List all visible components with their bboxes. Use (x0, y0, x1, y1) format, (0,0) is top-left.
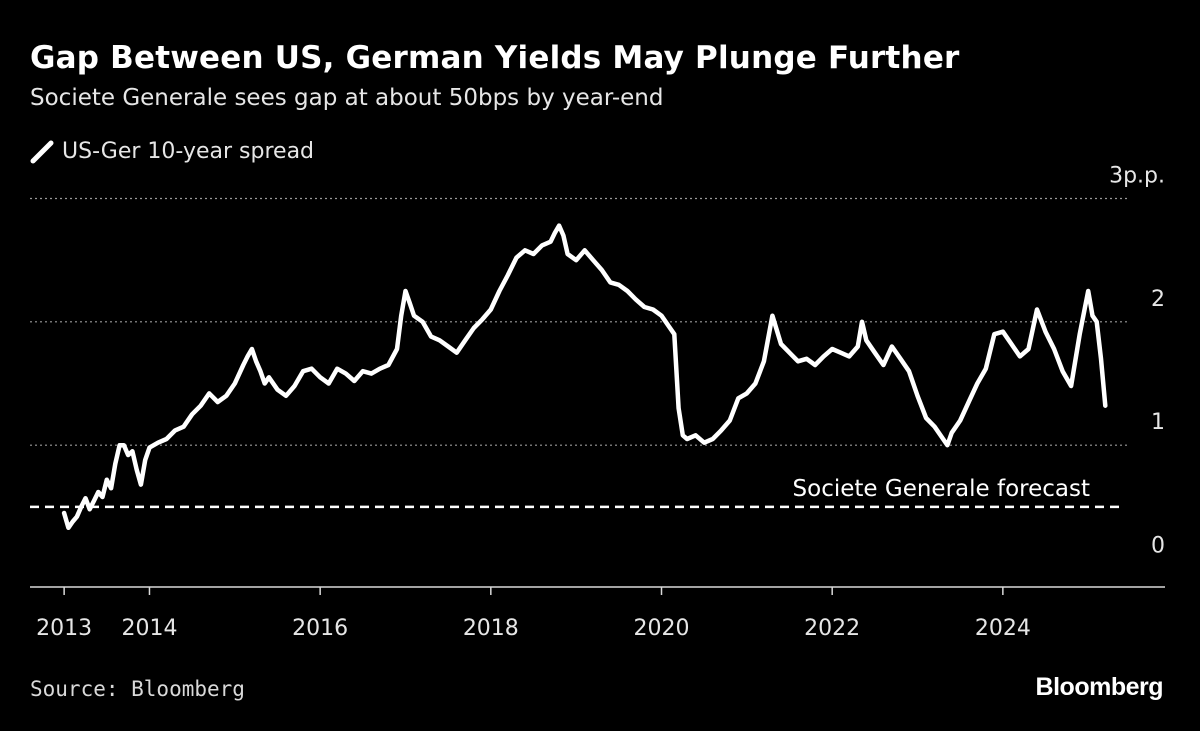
source-note: Source: Bloomberg (30, 677, 245, 701)
y-tick-label: 0 (1151, 534, 1165, 559)
x-tick-label: 2016 (292, 616, 348, 641)
x-tick-label: 2013 (36, 616, 92, 641)
x-tick-label: 2024 (975, 616, 1031, 641)
x-tick-label: 2018 (463, 616, 519, 641)
legend-label: US-Ger 10-year spread (62, 139, 315, 164)
chart-subtitle: Societe Generale sees gap at about 50bps… (30, 85, 664, 111)
x-tick-label: 2022 (804, 616, 860, 641)
y-tick-label: 3p.p. (1109, 164, 1165, 189)
legend-line-icon (30, 140, 54, 163)
y-tick-label: 2 (1151, 287, 1165, 312)
chart-title: Gap Between US, German Yields May Plunge… (30, 40, 960, 76)
series-layer (61, 223, 1108, 531)
x-tick-label: 2020 (634, 616, 690, 641)
y-tick-label: 1 (1151, 410, 1165, 435)
x-tick-label: 2014 (121, 616, 177, 641)
legend: US-Ger 10-year spread (30, 139, 314, 164)
bloomberg-logo: Bloomberg (1035, 673, 1164, 701)
forecast-reference: Societe Generale forecast (30, 476, 1125, 509)
x-axis: 2013 2014 2016 2018 2020 2022 2024 (30, 586, 1165, 641)
forecast-label: Societe Generale forecast (793, 476, 1090, 502)
series-line-spread (61, 223, 1108, 531)
